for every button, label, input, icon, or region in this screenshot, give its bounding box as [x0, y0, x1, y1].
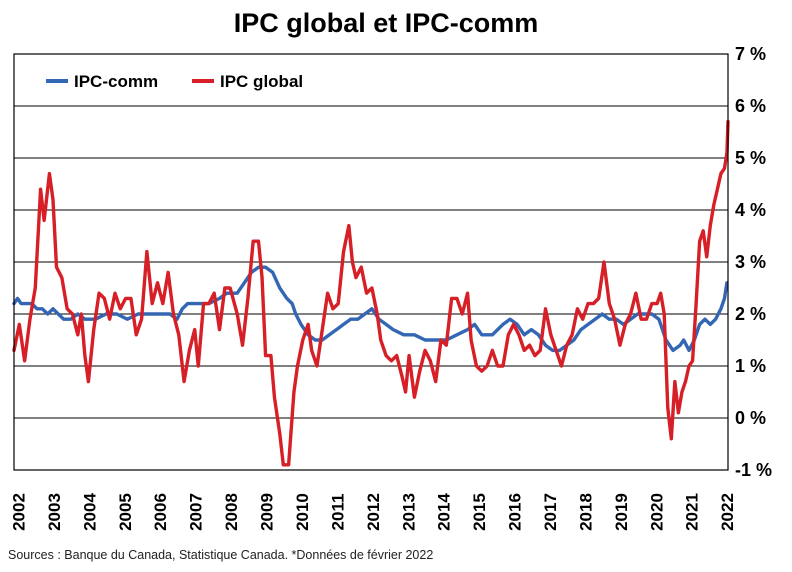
x-tick-label: 2020	[647, 493, 666, 531]
series-line-ipc-global	[12, 119, 730, 467]
legend: IPC-comm IPC global	[46, 72, 303, 91]
x-tick-label: 2022	[718, 493, 737, 531]
x-tick-label: 2009	[258, 493, 277, 531]
y-tick-label: -1 %	[735, 460, 772, 480]
y-tick-label: 3 %	[735, 252, 766, 272]
series-line-ipc-comm	[12, 265, 729, 353]
chart-title: IPC global et IPC-comm	[234, 8, 539, 38]
y-tick-label: 5 %	[735, 148, 766, 168]
x-tick-label: 2019	[612, 493, 631, 531]
x-tick-label: 2004	[80, 493, 99, 531]
x-tick-label: 2002	[9, 493, 28, 531]
x-tick-label: 2015	[470, 493, 489, 531]
y-axis-ticks: 7 % 6 % 5 % 4 % 3 % 2 % 1 % 0 % -1 %	[735, 44, 772, 480]
y-tick-label: 1 %	[735, 356, 766, 376]
x-tick-label: 2014	[435, 493, 454, 531]
y-tick-label: 2 %	[735, 304, 766, 324]
x-tick-label: 2012	[364, 493, 383, 531]
x-tick-label: 2018	[576, 493, 595, 531]
x-tick-label: 2011	[328, 494, 347, 531]
y-tick-label: 0 %	[735, 408, 766, 428]
source-note: Sources : Banque du Canada, Statistique …	[8, 548, 433, 562]
x-tick-label: 2008	[222, 493, 241, 531]
x-tick-label: 2010	[293, 493, 312, 531]
x-tick-label: 2006	[151, 493, 170, 531]
x-tick-label: 2021	[683, 493, 702, 531]
x-axis-ticks: 2002 2003 2004 2005 2006 2007 2008 2009 2010 2011…	[9, 493, 737, 531]
x-tick-label: 2013	[399, 493, 418, 531]
legend-label-ipc-global: IPC global	[220, 72, 303, 91]
x-tick-label: 2017	[541, 493, 560, 531]
y-tick-label: 6 %	[735, 96, 766, 116]
x-tick-label: 2007	[187, 493, 206, 531]
series-lines	[12, 119, 730, 467]
x-tick-label: 2003	[45, 493, 64, 531]
x-tick-label: 2016	[506, 493, 525, 531]
plot-frame	[13, 53, 729, 471]
y-tick-label: 4 %	[735, 200, 766, 220]
legend-label-ipc-comm: IPC-comm	[74, 72, 158, 91]
x-tick-label: 2005	[116, 493, 135, 531]
y-tick-label: 7 %	[735, 44, 766, 64]
